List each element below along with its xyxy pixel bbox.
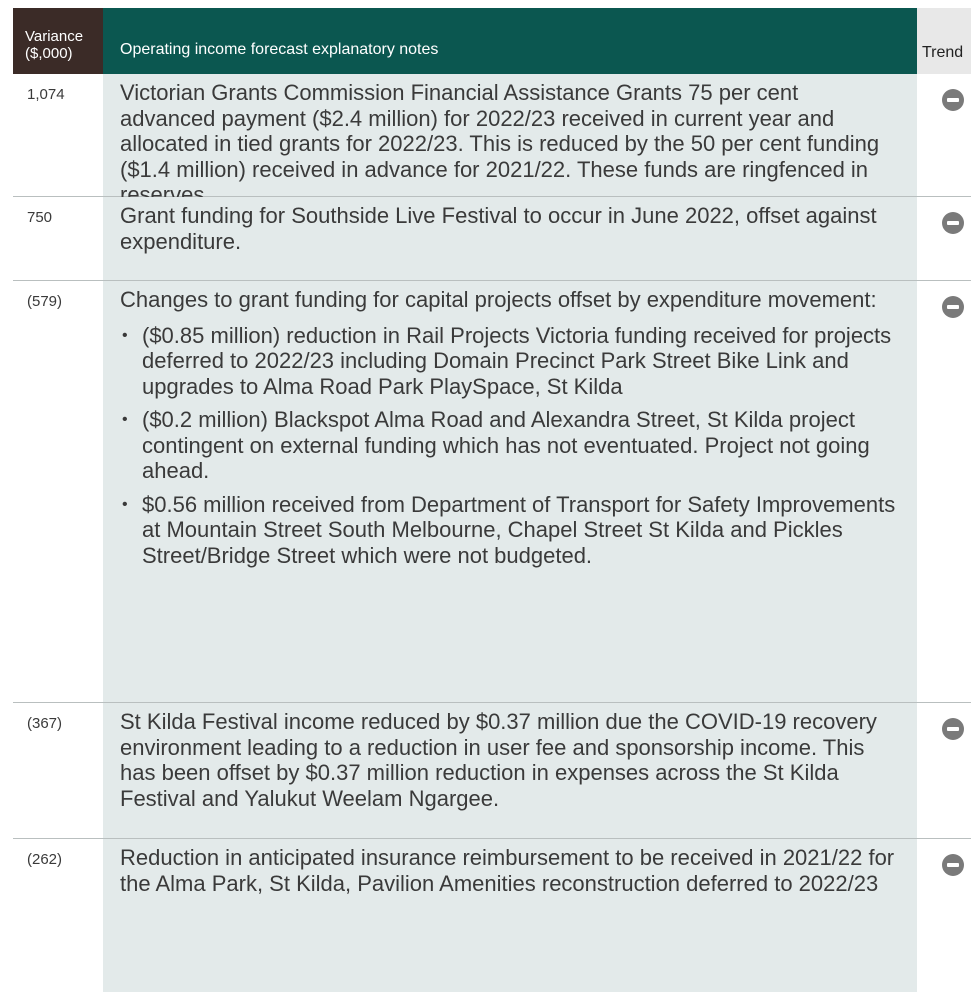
header-cell: Variance ($,000)	[13, 8, 103, 74]
note-text: Grant funding for Southside Live Festiva…	[120, 203, 877, 254]
bullet-item: ($0.2 million) Blackspot Alma Road and A…	[122, 407, 897, 484]
header-cell: Trend	[917, 8, 971, 74]
trend-icon	[942, 296, 964, 318]
trend-icon	[942, 854, 964, 876]
note-cell: Reduction in anticipated insurance reimb…	[103, 839, 917, 992]
table-row: (262) Reduction in anticipated insurance …	[13, 839, 971, 992]
bullet-item: ($0.85 million) reduction in Rail Projec…	[122, 323, 897, 400]
trend-cell	[917, 74, 971, 196]
bullet-item: $0.56 million received from Department o…	[122, 492, 897, 569]
trend-icon	[942, 718, 964, 740]
table-row: 1,074 Victorian Grants Commission Financi…	[13, 74, 971, 207]
trend-cell	[917, 839, 971, 992]
bullet-list: ($0.85 million) reduction in Rail Projec…	[120, 323, 897, 569]
variance-cell: 1,074	[27, 86, 65, 103]
trend-cell	[917, 197, 971, 280]
note-cell: St Kilda Festival income reduced by $0.3…	[103, 703, 917, 838]
table-row: (579) Changes to grant funding for capita…	[13, 281, 971, 703]
trend-icon	[942, 89, 964, 111]
note-text: St Kilda Festival income reduced by $0.3…	[120, 709, 877, 811]
variance-cell: (262)	[27, 851, 63, 868]
note-text: Changes to grant funding for capital pro…	[120, 287, 877, 312]
trend-icon	[942, 212, 964, 234]
table: Variance ($,000) Operating income foreca…	[13, 8, 971, 992]
trend-cell	[917, 281, 971, 702]
variance-cell: (367)	[27, 715, 63, 732]
table-row: 750 Grant funding for Southside Live Fest…	[13, 197, 971, 281]
variance-cell: 750	[27, 209, 53, 226]
note-cell: Changes to grant funding for capital pro…	[103, 281, 917, 702]
header-row: Variance ($,000) Operating income foreca…	[13, 8, 971, 74]
note-cell: Grant funding for Southside Live Festiva…	[103, 197, 917, 280]
note-cell: Victorian Grants Commission Financial As…	[103, 74, 917, 207]
table-row: (367) St Kilda Festival income reduced by…	[13, 703, 971, 839]
variance-cell: (579)	[27, 293, 63, 310]
header-cell: Operating income forecast explanatory no…	[103, 8, 917, 74]
note-text: Victorian Grants Commission Financial As…	[120, 80, 880, 207]
trend-cell	[917, 703, 971, 838]
note-text: Reduction in anticipated insurance reimb…	[120, 845, 895, 896]
